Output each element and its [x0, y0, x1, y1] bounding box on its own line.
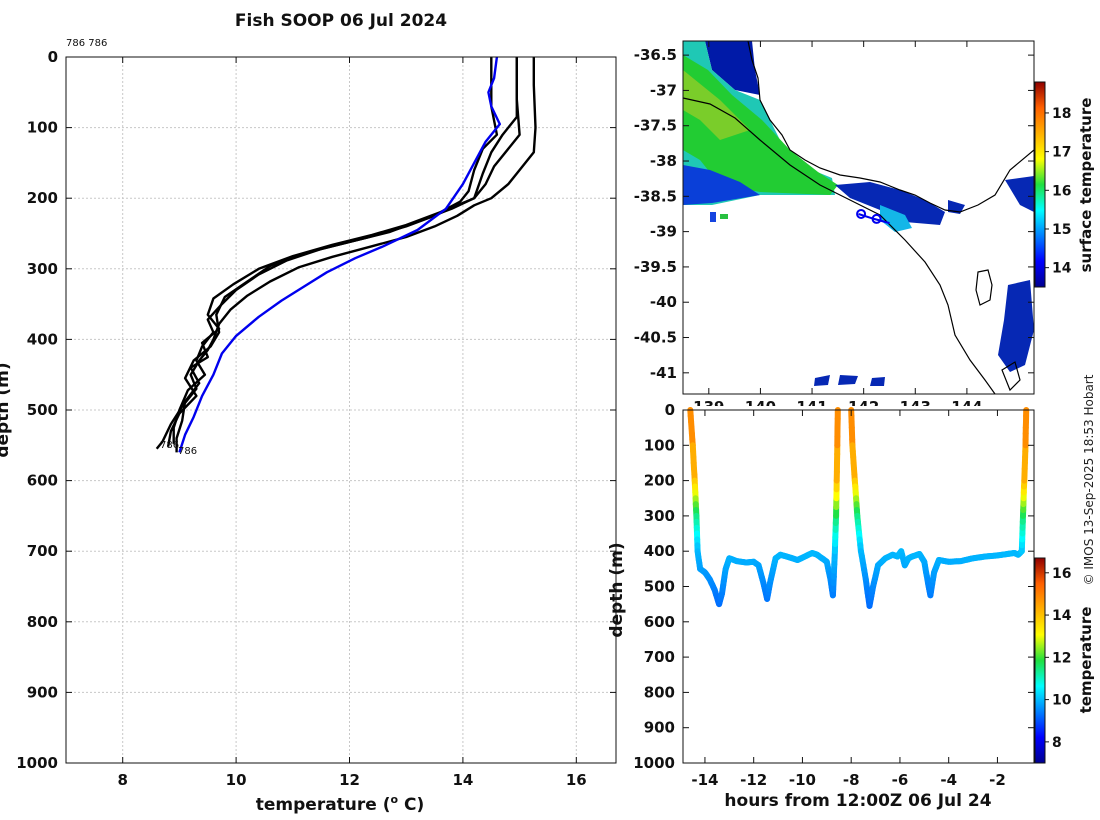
time-x-label: hours from 12:00Z 06 Jul 24 [724, 791, 991, 811]
time-x-tick-label: -14 [691, 771, 718, 789]
profile-y-tick-label: 0 [48, 48, 58, 66]
profile-line-profile-4 [175, 57, 499, 453]
credit-text: © IMOS 13-Sep-2025 18:53 Hobart [1082, 374, 1096, 585]
map-sst-field [683, 41, 1034, 386]
profile-y-label: depth (m) [0, 362, 13, 457]
time-y-tick-label: 900 [644, 719, 675, 737]
profile-y-tick-label: 900 [27, 683, 58, 701]
map-track-marker [856, 208, 867, 219]
time-y-label: depth (m) [607, 542, 627, 637]
time-colorbar-label: temperature [1077, 607, 1095, 714]
map-y-tick-label: -40 [650, 293, 677, 311]
profile-y-tick-label: 100 [27, 119, 58, 137]
time-colorbar-ticks: 8 10 12 14 16 [1045, 566, 1072, 751]
time-y-tick-label: 1000 [633, 754, 675, 772]
profile-line-profile-blue [178, 56, 501, 453]
profile-y-tick-label: 600 [27, 472, 58, 490]
map-y-tick-label: -40.5 [634, 329, 677, 347]
map-colorbar-tick-label: 14 [1052, 261, 1072, 277]
profile-y-ticks: 0 100 200 300 400 500 600 700 800 900 1000 [16, 48, 616, 772]
time-y-tick-label: 500 [644, 578, 675, 596]
map-y-ticks: -36.5 -37 -37.5 -38 -38.5 -39 -39.5 -40 -40.5 -41 [634, 46, 1034, 382]
profile-y-tick-label: 500 [27, 401, 58, 419]
time-y-tick-label: 300 [644, 507, 675, 525]
map-colorbar-label: surface temperature [1077, 98, 1095, 273]
profile-series [155, 56, 537, 453]
profile-y-tick-label: 700 [27, 542, 58, 560]
time-y-tick-label: 200 [644, 472, 675, 490]
time-x-tick-label: -8 [843, 771, 860, 789]
map-y-tick-label: -36.5 [634, 46, 677, 64]
map-y-tick-label: -39 [650, 223, 677, 241]
map-coastline [683, 41, 1034, 394]
time-frame [682, 409, 1035, 764]
map-colorbar-tick-label: 16 [1052, 183, 1071, 199]
time-y-tick-label: 600 [644, 613, 675, 631]
map-colorbar-ticks: 14 15 16 17 18 [1045, 106, 1072, 277]
profile-y-tick-label: 400 [27, 330, 58, 348]
map-colorbar-tick-label: 18 [1052, 106, 1071, 122]
time-y-tick-label: 800 [644, 683, 675, 701]
profile-x-tick-label: 10 [226, 771, 247, 789]
map-y-tick-label: -37.5 [634, 117, 677, 135]
profile-y-tick-label: 300 [27, 260, 58, 278]
time-top-mask [683, 406, 1034, 412]
map-track-line [858, 213, 890, 225]
map-track [856, 208, 890, 225]
profile-title: Fish SOOP 06 Jul 2024 [235, 11, 447, 31]
time-y-tick-label: 700 [644, 648, 675, 666]
profile-line-profile-2 [172, 57, 521, 444]
time-y-ticks: 0 100 200 300 400 500 600 700 800 900 1000 [633, 401, 1034, 772]
map-y-tick-label: -38 [650, 152, 677, 170]
profile-top-label: 786 786 [66, 38, 107, 49]
profile-line-profile-3 [166, 57, 518, 447]
time-y-tick-label: 0 [665, 401, 675, 419]
map-y-tick-label: -37 [650, 81, 677, 99]
time-x-tick-label: -10 [789, 771, 816, 789]
time-x-ticks: -14 -12 -10 -8 -6 -4 -2 [691, 410, 1006, 789]
time-y-tick-label: 400 [644, 542, 675, 560]
map-colorbar-tick-label: 17 [1052, 145, 1071, 161]
profile-line-profile-1 [155, 57, 537, 450]
profile-end-label-b: 786 [178, 446, 197, 457]
time-x-tick-label: -6 [892, 771, 909, 789]
profile-x-label: temperature (o C) [256, 793, 425, 815]
map-y-tick-label: -41 [650, 364, 677, 382]
time-x-tick-label: -2 [989, 771, 1006, 789]
map-colorbar-tick-label: 15 [1052, 222, 1071, 238]
time-colorbar-tick-label: 16 [1052, 566, 1071, 582]
map-frame [682, 40, 1035, 395]
time-track [687, 407, 1030, 609]
profile-y-tick-label: 1000 [16, 754, 58, 772]
time-colorbar-tick-label: 12 [1052, 650, 1071, 666]
profile-x-tick-label: 14 [452, 771, 473, 789]
profile-x-tick-label: 12 [339, 771, 360, 789]
profile-y-tick-label: 800 [27, 613, 58, 631]
profile-end-label-a: 786 [160, 440, 179, 451]
map-track-marker [871, 213, 882, 224]
profile-chart: Fish SOOP 06 Jul 2024 786 786 0 100 200 300… [0, 11, 617, 815]
map-track-markers [856, 208, 882, 224]
map-y-tick-label: -38.5 [634, 187, 677, 205]
time-colorbar [1034, 557, 1046, 764]
profile-x-ticks: 8 10 12 14 16 [117, 57, 587, 789]
time-x-tick-label: -4 [940, 771, 957, 789]
sst-map: -36.5 -37 -37.5 -38 -38.5 -39 -39.5 -40 -40.5 -41… [634, 40, 1095, 416]
profile-x-tick-label: 8 [117, 771, 127, 789]
time-colorbar-tick-label: 10 [1052, 693, 1072, 709]
time-x-tick-label: -12 [740, 771, 767, 789]
profile-grid [66, 57, 616, 763]
time-colorbar-tick-label: 8 [1052, 735, 1062, 751]
map-y-tick-label: -39.5 [634, 258, 677, 276]
profile-y-tick-label: 200 [27, 189, 58, 207]
map-colorbar [1034, 81, 1046, 288]
profile-frame [65, 56, 617, 764]
time-y-tick-label: 100 [644, 436, 675, 454]
time-colorbar-tick-label: 14 [1052, 608, 1072, 624]
profile-x-tick-label: 16 [566, 771, 587, 789]
